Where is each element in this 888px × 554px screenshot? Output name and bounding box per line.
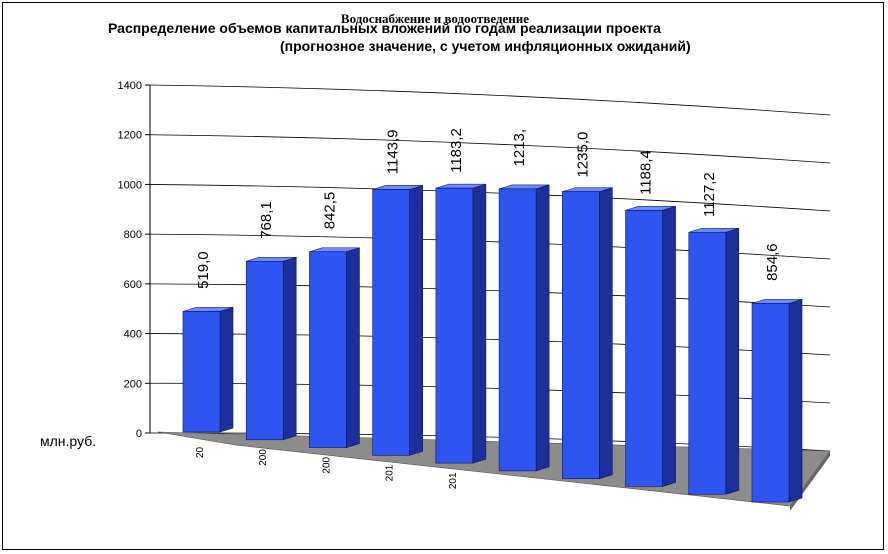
y-axis-unit-label: млн.руб. <box>40 433 97 449</box>
bar-side <box>788 298 803 503</box>
gridline <box>149 84 831 116</box>
data-label: 1188,4 <box>638 150 655 195</box>
bar-side <box>409 185 423 456</box>
chart-title: Распределение объемов капитальных вложен… <box>108 20 661 36</box>
data-label: 519,0 <box>195 251 212 289</box>
data-label: 1235,0 <box>574 132 591 178</box>
y-tick-label: 600 <box>124 279 142 291</box>
bar-side <box>535 184 550 472</box>
bar-side <box>472 183 487 464</box>
bar-side <box>662 205 676 487</box>
data-label: 842,5 <box>321 192 338 230</box>
x-tick-label: 200 <box>321 456 332 473</box>
gridline <box>149 184 831 212</box>
y-tick-label: 200 <box>124 378 142 390</box>
gridline <box>149 134 831 164</box>
x-tick-label: 201 <box>448 472 459 489</box>
data-label: 1143,9 <box>385 129 402 174</box>
bar-side <box>725 227 740 495</box>
data-label: 1213, <box>511 129 528 167</box>
data-label: 854,6 <box>764 243 781 281</box>
bar-side <box>282 256 297 441</box>
data-label: 1127,2 <box>701 172 718 217</box>
x-tick-label: 201 <box>385 464 396 481</box>
y-tick-label: 400 <box>124 329 142 341</box>
bar <box>182 311 221 433</box>
bar-side <box>346 247 360 448</box>
y-tick-label: 1400 <box>118 80 142 92</box>
bar <box>309 251 347 448</box>
x-tick-label: 200 <box>258 449 269 466</box>
data-label: 768,1 <box>258 201 275 239</box>
overlay-title: Водоснабжение и водоотведение <box>340 11 530 26</box>
data-label: 1183,2 <box>448 128 465 173</box>
bar <box>562 191 600 479</box>
bar <box>435 187 474 464</box>
y-tick-label: 1000 <box>118 179 142 191</box>
bar <box>498 188 537 472</box>
bar <box>625 209 663 487</box>
y-tick-label: 800 <box>124 229 142 241</box>
bar-side <box>219 306 234 433</box>
bar <box>751 303 790 503</box>
y-tick-label: 1200 <box>118 130 142 142</box>
bar-side <box>599 187 613 480</box>
bar <box>372 189 410 456</box>
bar <box>688 231 727 495</box>
y-tick-label: 0 <box>136 428 142 440</box>
x-tick-label: 20 <box>195 446 206 458</box>
chart-subtitle: (прогнозное значение, с учетом инфляцион… <box>280 38 691 54</box>
bar <box>245 260 284 441</box>
